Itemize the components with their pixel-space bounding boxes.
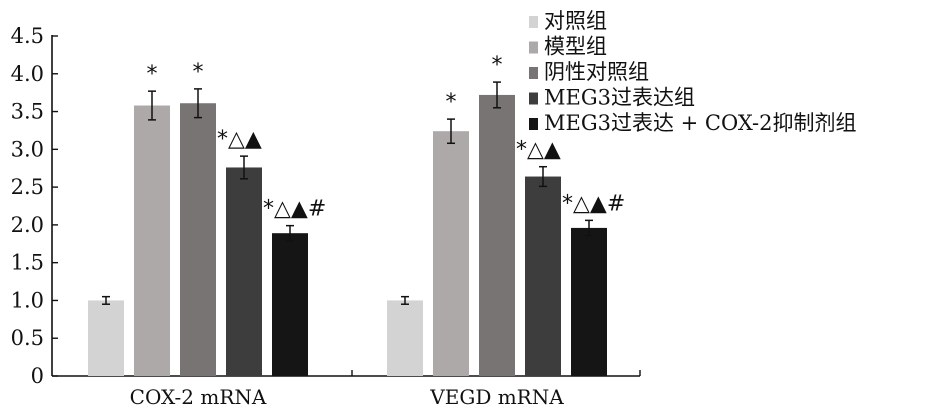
bar xyxy=(525,176,561,376)
legend-swatch xyxy=(529,118,538,130)
y-tick-label: 0.5 xyxy=(11,326,44,350)
significance-label: * xyxy=(147,62,158,87)
legend-swatch xyxy=(529,92,538,105)
bar xyxy=(134,105,170,376)
x-category-label: VEGD mRNA xyxy=(429,385,564,409)
y-tick-label: 0 xyxy=(31,364,44,388)
legend-swatch xyxy=(529,67,538,79)
y-tick-label: 1.5 xyxy=(11,251,44,275)
y-tick-label: 4.0 xyxy=(11,62,44,86)
legend-label: MEG3过表达 + COX-2抑制剂组 xyxy=(544,111,857,135)
bar xyxy=(571,227,607,376)
y-tick-label: 3.0 xyxy=(11,137,44,161)
axes: 0 0.5 1.0 1.5 2.0 2.5 3.0 3.5 4.0 4.5 COX-2 mRNA VE… xyxy=(11,24,641,409)
significance-label: *△▲# xyxy=(562,191,625,216)
bar xyxy=(226,167,262,376)
significance-label: *△▲# xyxy=(263,197,326,222)
y-tick-label: 4.5 xyxy=(11,24,44,48)
bar xyxy=(433,131,469,376)
legend-swatch xyxy=(529,16,538,28)
bars-layer: * * * * *△▲ *△▲ *△▲# *△▲# xyxy=(88,53,625,376)
bar xyxy=(88,300,124,376)
legend-label: MEG3过表达组 xyxy=(544,86,695,110)
legend-label: 阴性对照组 xyxy=(544,60,649,84)
y-tick-label: 1.0 xyxy=(11,288,44,312)
significance-label: * xyxy=(193,60,204,85)
x-category-label: COX-2 mRNA xyxy=(130,385,267,409)
y-tick-label: 2.0 xyxy=(11,213,44,237)
bar xyxy=(387,300,423,376)
bar xyxy=(180,103,216,376)
y-tick-label: 3.5 xyxy=(11,100,44,124)
y-tick-label: 2.5 xyxy=(11,175,44,199)
bar xyxy=(272,233,308,376)
legend-label: 对照组 xyxy=(544,9,607,33)
significance-label: * xyxy=(446,90,457,115)
legend-swatch xyxy=(529,41,538,54)
bar xyxy=(479,94,515,376)
significance-label: * xyxy=(492,53,503,78)
significance-label: *△▲ xyxy=(516,138,561,163)
significance-label: *△▲ xyxy=(217,127,262,152)
legend-label: 模型组 xyxy=(544,35,607,59)
